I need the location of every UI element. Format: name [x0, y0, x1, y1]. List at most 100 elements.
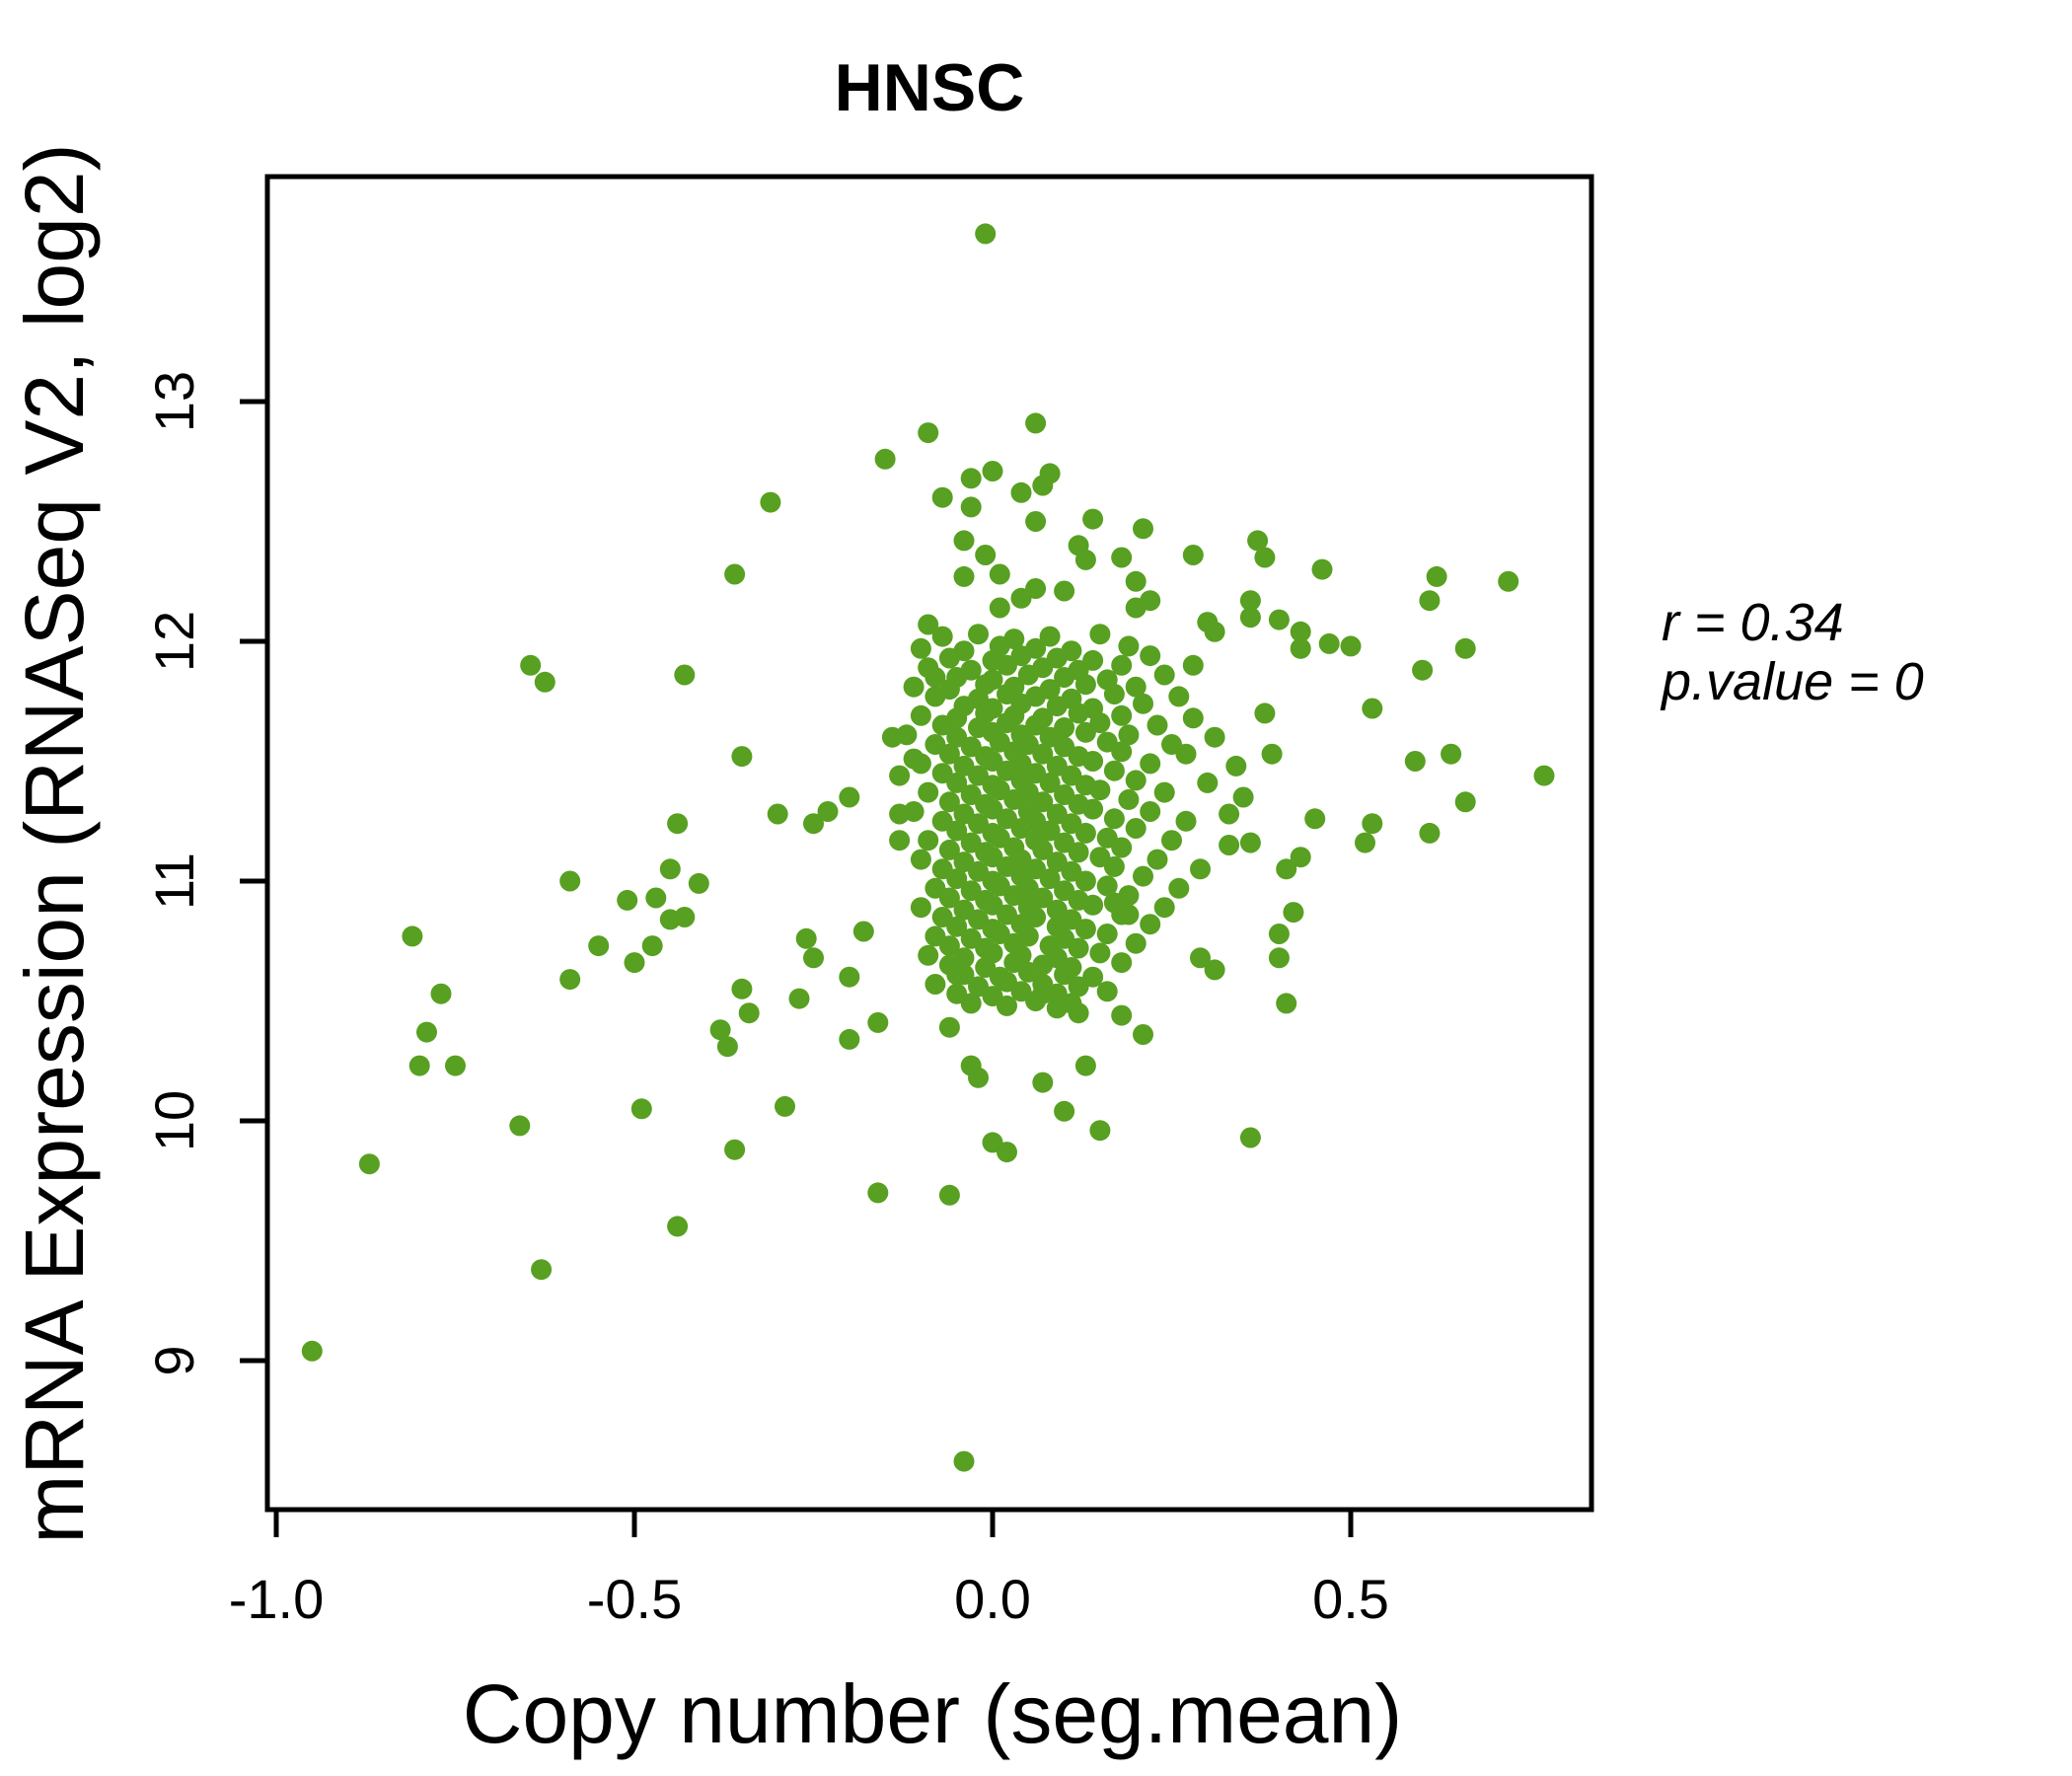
data-point	[1140, 645, 1161, 667]
data-point	[1074, 721, 1096, 743]
data-point	[925, 974, 946, 995]
data-point	[910, 704, 931, 726]
data-point	[645, 887, 667, 909]
data-point	[788, 988, 810, 1009]
data-point	[1125, 770, 1147, 791]
data-point	[918, 657, 939, 679]
data-point	[667, 1216, 689, 1237]
data-point	[667, 813, 689, 835]
correlation-p-value: p.value = 0	[1660, 652, 1924, 711]
data-point	[1054, 964, 1075, 986]
data-point	[874, 448, 896, 470]
data-point	[997, 995, 1017, 1016]
data-point	[1032, 1072, 1054, 1093]
data-point	[1068, 937, 1089, 959]
data-point	[738, 1002, 760, 1024]
data-point	[724, 1139, 746, 1160]
data-point	[1054, 580, 1075, 602]
data-point	[1061, 993, 1082, 1014]
data-point	[1125, 570, 1147, 592]
data-point	[1103, 855, 1125, 877]
data-point	[989, 563, 1010, 585]
data-point	[938, 887, 960, 909]
data-point	[1118, 635, 1140, 657]
data-point	[659, 858, 681, 880]
data-point	[1003, 885, 1025, 907]
data-point	[1082, 798, 1104, 820]
data-point	[1268, 947, 1290, 969]
data-point	[817, 801, 839, 822]
data-point	[1182, 707, 1204, 729]
x-tick-label: 0.0	[954, 1568, 1031, 1630]
data-point	[1025, 412, 1047, 434]
data-point	[910, 637, 931, 659]
data-point	[997, 654, 1017, 676]
data-point	[839, 966, 860, 988]
data-point	[1068, 842, 1089, 863]
x-axis-ticks	[273, 1510, 1354, 1537]
data-point	[1133, 865, 1153, 887]
data-point	[1046, 696, 1068, 717]
data-point	[1111, 904, 1133, 925]
data-point	[445, 1055, 466, 1076]
data-point	[1311, 558, 1333, 580]
y-axis-title: mRNA Expression (RNASeq V2, log2)	[8, 143, 101, 1543]
data-point	[674, 664, 696, 686]
data-point	[975, 545, 997, 565]
data-point	[1426, 565, 1447, 587]
data-point	[938, 791, 960, 813]
data-point	[1010, 481, 1032, 503]
data-point	[1147, 714, 1168, 736]
data-point	[1025, 991, 1047, 1011]
data-point	[1247, 530, 1269, 552]
data-point	[867, 1182, 889, 1204]
x-axis-tick-labels: -1.0 -0.5 0.0 0.5	[229, 1568, 1389, 1630]
data-point	[903, 676, 925, 698]
data-point	[688, 872, 709, 894]
data-point	[588, 935, 610, 957]
data-point	[1140, 753, 1161, 775]
data-point	[1232, 786, 1254, 808]
data-point	[1175, 743, 1197, 765]
data-point	[630, 1098, 652, 1120]
correlation-annotation: r = 0.34 p.value = 0	[1660, 593, 1924, 711]
data-point	[1111, 1004, 1133, 1026]
data-point	[1190, 947, 1211, 969]
data-point	[1017, 664, 1039, 686]
data-point	[1125, 818, 1147, 839]
x-tick-label: 0.5	[1312, 1568, 1389, 1630]
data-point	[1175, 810, 1197, 832]
data-point	[1219, 835, 1240, 855]
data-point	[1197, 772, 1219, 793]
data-point	[1161, 830, 1182, 851]
plot-box	[264, 174, 1594, 1513]
data-point	[1412, 659, 1434, 681]
data-point	[402, 925, 423, 947]
data-point	[1133, 518, 1153, 540]
data-point	[1074, 674, 1096, 696]
data-point	[1362, 698, 1383, 719]
data-point	[1068, 703, 1089, 724]
data-point	[953, 530, 975, 552]
data-point	[1003, 788, 1025, 810]
data-point	[1239, 1127, 1261, 1148]
data-point	[1290, 621, 1311, 642]
data-point	[938, 935, 960, 957]
data-point	[1419, 822, 1441, 844]
data-point	[1454, 791, 1476, 813]
data-point	[931, 626, 953, 647]
data-point	[1204, 959, 1225, 981]
data-point	[910, 897, 931, 919]
data-point	[1111, 741, 1133, 763]
points-layer	[301, 223, 1555, 1472]
data-point	[1032, 839, 1054, 860]
data-point	[1304, 808, 1326, 830]
data-point	[731, 746, 753, 768]
data-point	[1140, 801, 1161, 822]
data-point	[1276, 993, 1297, 1014]
data-point	[839, 1028, 860, 1050]
data-point	[1074, 1055, 1096, 1076]
data-point	[1103, 684, 1125, 704]
data-point	[760, 491, 781, 513]
